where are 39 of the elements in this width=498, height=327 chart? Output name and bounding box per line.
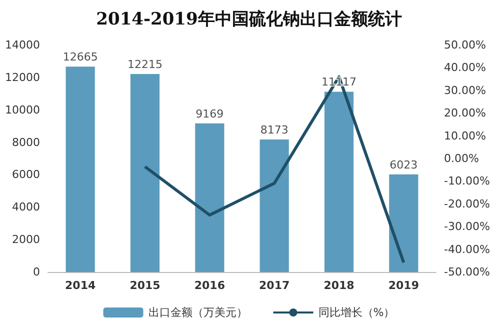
y2-tick-label: 40.00%: [444, 61, 486, 74]
y2-tick-label: -50.00%: [444, 266, 490, 278]
data-label: 9169: [196, 107, 224, 120]
y-tick-label: 0: [33, 266, 40, 278]
data-label: 12215: [128, 58, 162, 71]
y2-tick-label: 10.00%: [444, 129, 486, 142]
legend-label: 同比增长（%）: [318, 306, 395, 319]
bar: [66, 66, 95, 272]
y2-tick-label: -40.00%: [444, 242, 490, 256]
data-label: 8173: [260, 123, 288, 136]
y-tick-label: 2000: [12, 233, 40, 246]
x-tick-label: 2019: [388, 279, 419, 292]
y-tick-label: 6000: [12, 168, 40, 182]
x-tick-label: 2014: [65, 279, 96, 292]
y-tick-label: 12000: [5, 70, 40, 84]
y-tick-label: 4000: [12, 200, 40, 214]
x-tick-label: 2015: [130, 279, 160, 292]
y2-tick-label: 0.00%: [444, 152, 479, 165]
y-tick-label: 8000: [12, 136, 40, 149]
chart-title: 2014-2019年中国硫化钠出口金额统计: [96, 10, 402, 30]
bar: [324, 92, 354, 272]
y-tick-label: 14000: [5, 38, 40, 52]
bar: [195, 123, 224, 272]
y2-tick-label: -30.00%: [444, 220, 490, 234]
legend-label: 出口金额（万美元）: [148, 306, 248, 319]
y2-tick-label: -10.00%: [444, 174, 490, 188]
bar: [389, 174, 418, 272]
y2-tick-label: 20.00%: [444, 106, 486, 120]
y-tick-label: 10000: [5, 103, 40, 116]
data-label: 12665: [62, 50, 98, 64]
bar: [260, 139, 289, 272]
y2-tick-label: -20.00%: [444, 197, 490, 210]
x-tick-label: 2017: [259, 279, 290, 292]
y2-tick-label: 50.00%: [444, 38, 486, 52]
x-tick-label: 2018: [324, 279, 354, 292]
x-tick-label: 2016: [194, 279, 226, 292]
data-label: 6023: [390, 158, 418, 172]
y2-tick-label: 30.00%: [444, 84, 486, 97]
bar: [130, 74, 160, 272]
